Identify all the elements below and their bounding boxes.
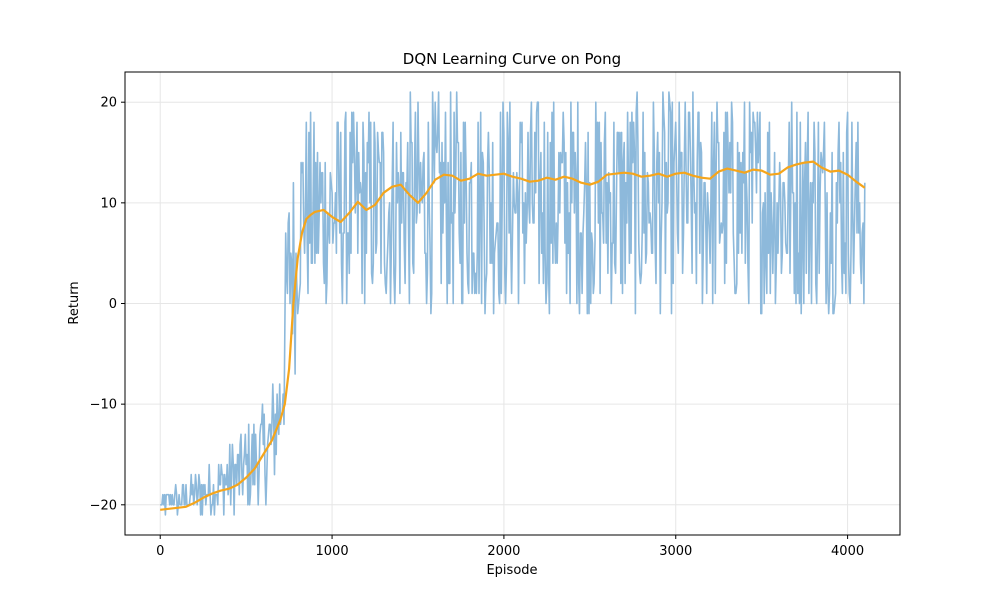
raw-return-line [160, 91, 866, 516]
y-tick-label: 0 [109, 297, 117, 312]
chart-title: DQN Learning Curve on Pong [403, 50, 621, 68]
y-axis-ticks: −20 −10 0 10 20 [90, 96, 125, 513]
y-tick-label: −20 [90, 498, 117, 513]
x-tick-label: 0 [156, 544, 164, 559]
raw-return-series [160, 91, 866, 516]
y-axis-label: Return [67, 281, 82, 324]
moving-average-line [160, 160, 866, 511]
y-tick-label: 20 [100, 96, 117, 111]
x-tick-label: 2000 [487, 544, 520, 559]
x-axis-ticks: 0 1000 2000 3000 4000 [156, 535, 864, 559]
moving-average-series [160, 160, 866, 511]
y-tick-label: 10 [100, 196, 117, 211]
x-tick-label: 1000 [316, 544, 349, 559]
y-tick-label: −10 [90, 398, 117, 413]
x-axis-label: Episode [486, 563, 537, 578]
x-tick-label: 3000 [659, 544, 692, 559]
x-tick-label: 4000 [831, 544, 864, 559]
